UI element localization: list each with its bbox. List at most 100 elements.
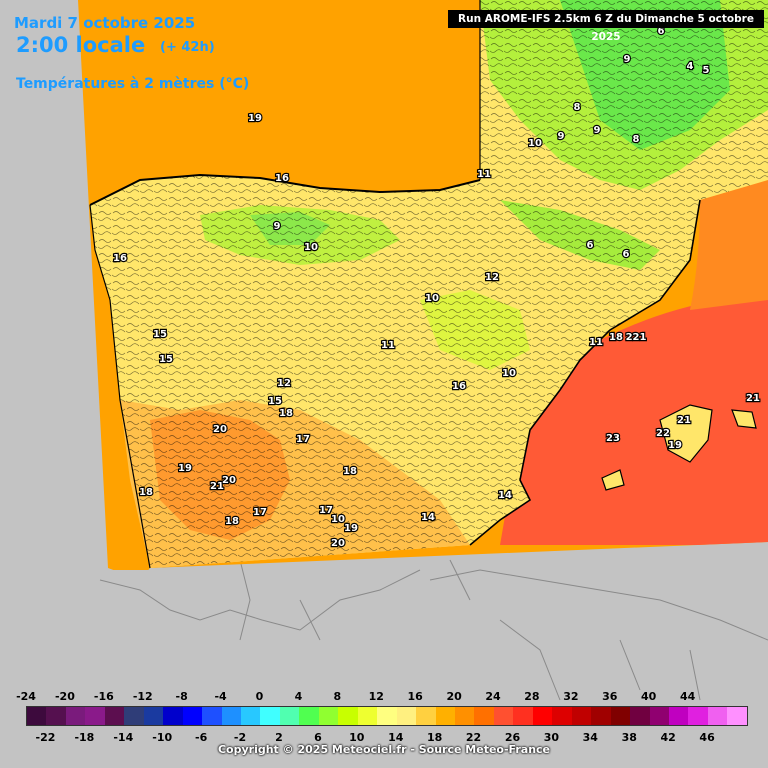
legend-tick-label: 44 (679, 690, 696, 703)
isotherm-label: 23 (606, 433, 620, 444)
isotherm-label: 15 (268, 396, 282, 407)
isotherm-label: 8 (633, 134, 640, 145)
color-swatch (260, 707, 280, 725)
mediterranean-sea (500, 290, 768, 545)
legend-tick-label: -8 (175, 690, 188, 703)
isotherm-label: 9 (624, 54, 631, 65)
legend-tick-label: -10 (152, 731, 173, 744)
legend-tick-label: 6 (314, 731, 322, 744)
color-swatch (279, 707, 300, 725)
color-swatch (163, 707, 183, 725)
isotherm-label: 20 (222, 475, 236, 486)
color-swatch (474, 707, 494, 725)
legend-tick-label: -20 (54, 690, 75, 703)
isotherm-label: 18 (343, 466, 357, 477)
isotherm-label: 5 (703, 65, 710, 76)
isotherm-label: 18 (609, 332, 623, 343)
isotherm-label: 9 (558, 131, 565, 142)
legend-tick-label: 10 (349, 731, 365, 744)
color-swatch (688, 707, 708, 725)
legend-tick-label: 12 (368, 690, 384, 703)
legend-tick-label: 20 (446, 690, 462, 703)
run-info: Run AROME-IFS 2.5km 6 Z du Dimanche 5 oc… (448, 10, 764, 43)
isotherm-label: 19 (668, 440, 682, 451)
isotherm-label: 15 (153, 329, 167, 340)
color-swatch (454, 707, 475, 725)
isotherm-label: 11 (477, 169, 491, 180)
isotherm-label: 16 (275, 173, 289, 184)
color-swatch (610, 707, 631, 725)
color-swatch (727, 707, 747, 725)
color-swatch (221, 707, 241, 725)
legend-tick-label: 40 (641, 690, 657, 703)
color-swatch (532, 707, 553, 725)
isotherm-label: 12 (485, 272, 499, 283)
color-swatch (318, 707, 339, 725)
legend-tick-label: 2 (275, 731, 283, 744)
legend-tick-label: -14 (113, 731, 134, 744)
legend-tick-label: -16 (93, 690, 114, 703)
legend-tick-label: 26 (504, 731, 521, 744)
color-swatch (299, 707, 319, 725)
isotherm-label: 19 (248, 113, 262, 124)
color-swatch (707, 707, 728, 725)
country-borders (99, 559, 768, 701)
legend-tick-label: -22 (35, 731, 56, 744)
isotherm-label: 20 (331, 538, 345, 549)
legend-tick-label: 0 (255, 690, 264, 703)
isotherm-label: 14 (421, 512, 435, 523)
isotherm-label: 10 (502, 368, 516, 379)
color-swatch (435, 707, 455, 725)
legend-tick-label: -4 (214, 690, 227, 703)
color-swatch (396, 707, 417, 725)
color-swatch (27, 707, 47, 725)
legend-tick-label: 8 (333, 690, 342, 703)
isotherm-label: 21 (746, 393, 760, 404)
isotherm-label: 17 (296, 434, 310, 445)
copyright: Copyright © 2025 Meteociel.fr - Source M… (217, 743, 551, 756)
isotherm-label: 17 (253, 507, 267, 518)
isotherm-label: 4 (687, 61, 694, 72)
legend-tick-label: 36 (602, 690, 618, 703)
legend-tick-label: 28 (524, 690, 540, 703)
isotherm-label: 15 (159, 354, 173, 365)
legend-tick-label: 42 (660, 731, 676, 744)
legend-tick-label: 38 (621, 731, 637, 744)
isotherm-label: 6 (623, 249, 630, 260)
legend-tick-label: -6 (195, 731, 208, 744)
isotherm-label: 19 (178, 463, 192, 474)
isotherm-label: 21 (210, 481, 224, 492)
color-swatch (630, 707, 650, 725)
legend-tick-label: 34 (582, 731, 598, 744)
isotherm-label: 20 (213, 424, 227, 435)
color-swatch (649, 707, 669, 725)
legend-tick-label: 18 (426, 731, 443, 744)
legend-tick-label: 14 (388, 731, 404, 744)
color-swatch (591, 707, 611, 725)
color-swatch (85, 707, 105, 725)
isotherm-label: 8 (574, 102, 581, 113)
color-swatch (668, 707, 689, 725)
legend-tick-label: 22 (465, 731, 482, 744)
parameter-title: Températures à 2 mètres (°C) (16, 76, 250, 92)
isotherm-label: 9 (594, 125, 601, 136)
legend-tick-label: 24 (485, 690, 501, 703)
isotherm-label: 12 (277, 378, 291, 389)
legend-tick-label: 16 (407, 690, 423, 703)
isotherm-label: 6 (587, 240, 594, 251)
lead-time: (+ 42h) (160, 40, 215, 55)
color-swatch (571, 707, 592, 725)
color-swatch (202, 707, 222, 725)
isotherm-label: 10 (528, 138, 542, 149)
color-swatch (104, 707, 125, 725)
isotherm-label: 18 (279, 408, 293, 419)
legend-tick-label: -12 (132, 690, 153, 703)
legend-tick-label: -2 (233, 731, 247, 744)
color-swatch (357, 707, 378, 725)
legend-tick-label: 32 (563, 690, 579, 703)
legend-tick-label: -18 (74, 731, 95, 744)
color-swatch (182, 707, 203, 725)
isotherm-label: 9 (274, 221, 281, 232)
